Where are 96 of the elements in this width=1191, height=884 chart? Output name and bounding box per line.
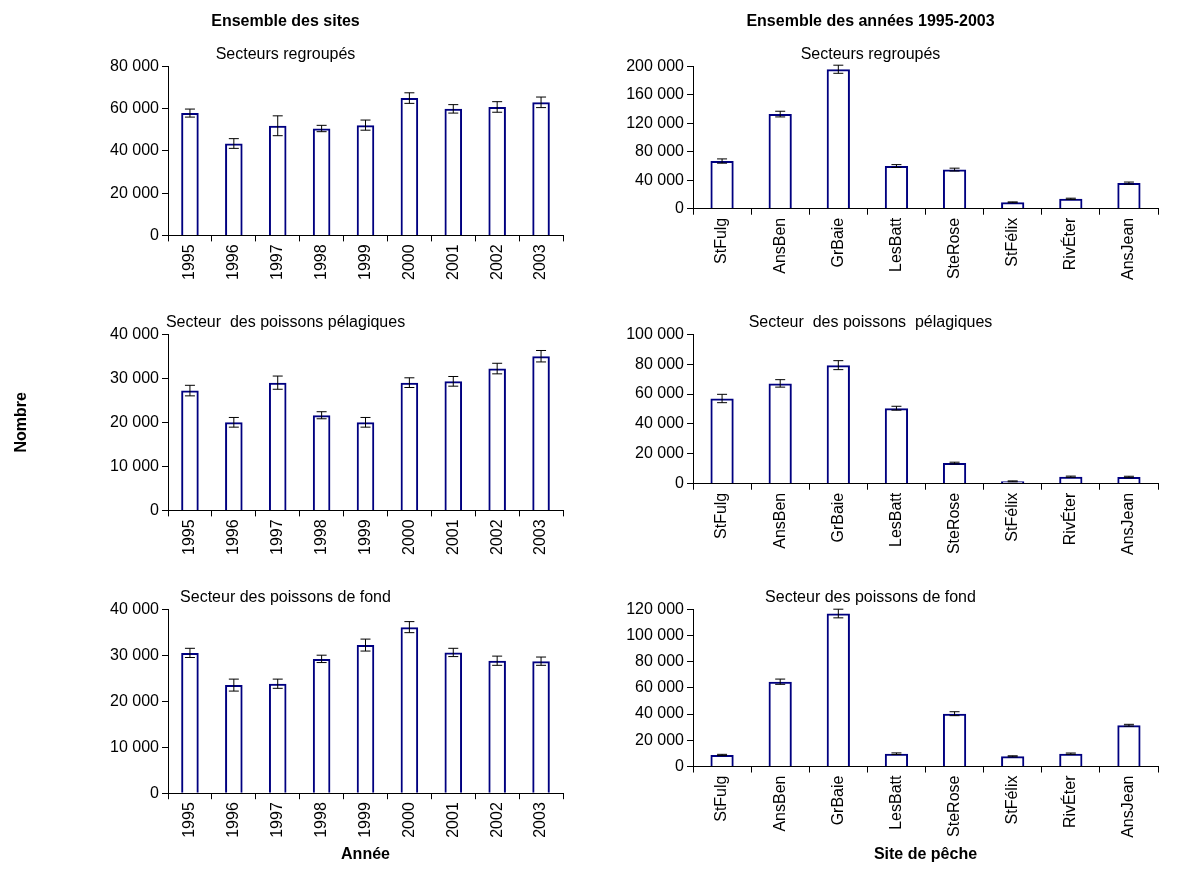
- x-tick-label: StFélix: [1003, 775, 1021, 825]
- x-tick-label: AnsBen: [770, 775, 788, 832]
- y-tick-label: 0: [150, 783, 160, 801]
- y-tick-label: 80 000: [635, 354, 685, 372]
- x-tick-label: RivÉter: [1060, 217, 1079, 271]
- y-tick-label: 40 000: [110, 141, 160, 159]
- x-tick-label: 1998: [312, 519, 330, 555]
- y-tick-label: 100 000: [626, 324, 685, 342]
- chart-subtitle: Secteur des poissons de fond: [180, 588, 391, 606]
- x-tick-label: AnsJean: [1119, 775, 1137, 838]
- chart-title: Ensemble des années 1995-2003: [746, 12, 995, 30]
- x-tick-label: 1999: [355, 802, 373, 838]
- y-tick-label: 0: [675, 756, 685, 774]
- y-tick-label: 200 000: [626, 56, 685, 74]
- x-tick-label: 1999: [355, 244, 373, 280]
- x-tick-label: 2000: [399, 244, 417, 280]
- y-tick-label: 40 000: [635, 704, 685, 722]
- x-tick-label: 2003: [531, 519, 549, 555]
- y-tick-label: 60 000: [110, 99, 160, 117]
- x-tick-label: StFélix: [1003, 217, 1021, 267]
- x-tick-label: 2002: [487, 244, 505, 280]
- x-tick-label: 2000: [399, 519, 417, 555]
- chart-subtitle: Secteurs regroupés: [800, 45, 941, 63]
- y-tick-label: 30 000: [110, 368, 160, 386]
- y-tick-label: 80 000: [110, 56, 160, 74]
- x-tick-label: RivÉter: [1060, 774, 1079, 828]
- y-tick-label: 10 000: [110, 737, 160, 755]
- y-tick-label: 10 000: [110, 456, 160, 474]
- x-tick-label: LesBatt: [886, 492, 904, 547]
- x-tick-label: StFulg: [712, 775, 730, 822]
- chart-subtitle: Secteur des poissons pélagiques: [748, 313, 993, 331]
- y-tick-label: 0: [150, 500, 160, 518]
- x-tick-label: AnsBen: [770, 217, 788, 274]
- x-tick-label: 1996: [224, 802, 242, 838]
- x-tick-label: 1999: [355, 519, 373, 555]
- x-tick-label: 2003: [531, 244, 549, 280]
- chart-subtitle: Secteur des poissons de fond: [765, 588, 976, 606]
- y-axis-title: Nombre: [12, 391, 30, 453]
- x-tick-label: 1997: [268, 244, 286, 280]
- x-tick-label: SteRose: [944, 217, 962, 280]
- chart-subtitle: Secteur des poissons pélagiques: [165, 313, 406, 331]
- x-tick-label: GrBaie: [828, 775, 846, 826]
- y-tick-label: 0: [150, 225, 160, 243]
- x-tick-label: 1996: [224, 519, 242, 555]
- y-tick-label: 120 000: [626, 113, 685, 131]
- y-tick-label: 60 000: [635, 678, 685, 696]
- x-tick-label: 2001: [443, 519, 461, 555]
- x-tick-label: 2001: [443, 802, 461, 838]
- x-tick-label: 1998: [312, 244, 330, 280]
- y-tick-label: 120 000: [626, 599, 685, 617]
- x-tick-label: AnsJean: [1119, 492, 1137, 555]
- chart-title: Ensemble des sites: [211, 12, 360, 30]
- x-tick-label: 1995: [180, 519, 198, 555]
- y-tick-label: 20 000: [110, 412, 160, 430]
- x-tick-label: RivÉter: [1060, 492, 1079, 546]
- y-tick-label: 20 000: [635, 444, 685, 462]
- x-tick-label: 1997: [268, 802, 286, 838]
- x-tick-label: 2002: [487, 519, 505, 555]
- x-tick-label: LesBatt: [886, 774, 904, 830]
- x-tick-label: 1995: [180, 244, 198, 280]
- x-tick-label: 2001: [443, 244, 461, 280]
- chart-subtitle: Secteurs regroupés: [215, 45, 356, 63]
- x-tick-label: StFulg: [712, 217, 730, 264]
- x-tick-label: GrBaie: [828, 492, 846, 543]
- y-tick-label: 0: [675, 474, 685, 492]
- y-tick-label: 60 000: [635, 384, 685, 402]
- x-tick-label: LesBatt: [886, 217, 904, 272]
- y-tick-label: 40 000: [635, 170, 685, 188]
- x-axis-title: Année: [341, 844, 391, 862]
- x-tick-label: 2000: [399, 802, 417, 838]
- y-tick-label: 100 000: [626, 625, 685, 643]
- x-tick-label: 1998: [312, 802, 330, 838]
- x-tick-label: AnsJean: [1119, 217, 1137, 280]
- x-tick-label: StFulg: [712, 492, 730, 539]
- x-tick-label: 1996: [224, 244, 242, 280]
- y-tick-label: 20 000: [635, 730, 685, 748]
- y-tick-label: 20 000: [110, 691, 160, 709]
- y-tick-label: 30 000: [110, 645, 160, 663]
- x-tick-label: 1997: [268, 519, 286, 555]
- x-tick-label: GrBaie: [828, 217, 846, 268]
- x-tick-label: 1995: [180, 802, 198, 838]
- y-tick-label: 40 000: [635, 414, 685, 432]
- x-tick-label: AnsBen: [770, 492, 788, 549]
- y-tick-label: 80 000: [635, 142, 685, 160]
- y-tick-label: 0: [675, 199, 685, 217]
- x-tick-label: 2003: [531, 802, 549, 838]
- x-tick-label: 2002: [487, 802, 505, 838]
- x-axis-title: Site de pêche: [873, 844, 978, 862]
- y-tick-label: 20 000: [110, 183, 160, 201]
- y-tick-label: 80 000: [635, 652, 685, 670]
- x-tick-label: SteRose: [944, 492, 962, 555]
- x-tick-label: StFélix: [1003, 492, 1021, 542]
- y-tick-label: 40 000: [110, 324, 160, 342]
- y-tick-label: 160 000: [626, 85, 685, 103]
- y-tick-label: 40 000: [110, 599, 160, 617]
- x-tick-label: SteRose: [944, 775, 962, 837]
